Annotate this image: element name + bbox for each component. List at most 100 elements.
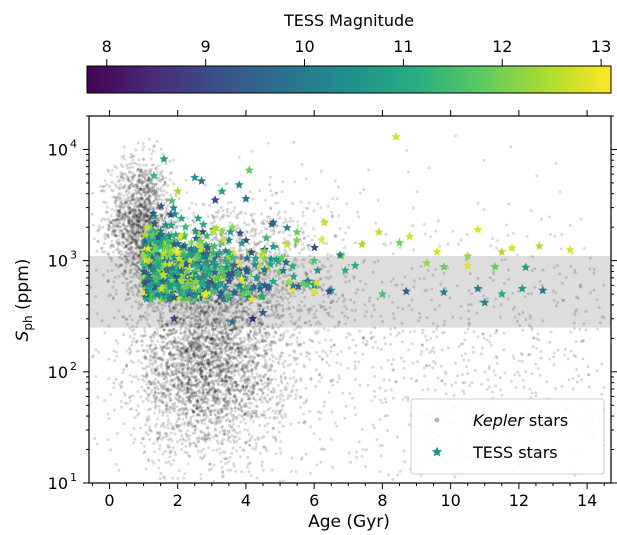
kepler-point (125, 257, 129, 261)
kepler-point (169, 422, 173, 426)
kepler-point (285, 329, 289, 333)
kepler-point (121, 281, 125, 285)
kepler-point (134, 375, 138, 379)
kepler-point (121, 240, 125, 244)
kepler-point (211, 393, 215, 397)
kepler-point (140, 203, 144, 207)
kepler-point (131, 325, 135, 329)
kepler-point (127, 218, 130, 222)
kepler-point (125, 228, 129, 232)
kepler-point (266, 430, 270, 434)
kepler-point (133, 221, 137, 225)
kepler-point (182, 392, 186, 396)
kepler-point (144, 220, 148, 224)
kepler-point (210, 421, 214, 425)
kepler-point (123, 210, 127, 214)
kepler-point (142, 216, 146, 220)
kepler-point (136, 245, 140, 249)
kepler-point (160, 214, 164, 217)
kepler-point (137, 261, 141, 265)
kepler-point (125, 202, 129, 205)
kepler-point (128, 179, 132, 183)
kepler-point (186, 462, 190, 466)
kepler-point (229, 425, 233, 429)
kepler-point (146, 210, 150, 213)
kepler-point (124, 245, 128, 248)
kepler-point (117, 468, 121, 472)
kepler-point (123, 216, 126, 220)
kepler-point (306, 234, 310, 238)
kepler-point (199, 308, 203, 312)
kepler-point (297, 331, 301, 335)
kepler-point (109, 220, 113, 224)
kepler-point (157, 176, 160, 180)
kepler-point (130, 221, 134, 225)
kepler-point (113, 231, 117, 235)
kepler-point (204, 345, 208, 349)
kepler-point (132, 257, 136, 261)
kepler-point (122, 145, 126, 149)
kepler-point (152, 145, 156, 149)
kepler-point (136, 224, 140, 228)
kepler-point (243, 344, 247, 348)
kepler-point (294, 470, 298, 474)
kepler-point (134, 235, 138, 239)
kepler-point (138, 174, 142, 177)
kepler-point (120, 263, 123, 267)
kepler-point (141, 367, 145, 370)
kepler-point (131, 286, 135, 290)
kepler-point (100, 247, 104, 251)
kepler-point (94, 348, 98, 352)
kepler-point (139, 202, 142, 206)
kepler-point (133, 437, 137, 441)
kepler-point (146, 209, 150, 213)
kepler-point (147, 216, 151, 220)
kepler-point (209, 341, 213, 345)
kepler-point (102, 200, 106, 204)
kepler-point (147, 207, 151, 211)
kepler-point (165, 343, 169, 347)
kepler-point (245, 366, 249, 370)
kepler-point (214, 414, 218, 418)
kepler-point (124, 244, 128, 248)
kepler-point (159, 472, 163, 475)
kepler-point (142, 213, 146, 217)
kepler-point (204, 184, 207, 187)
kepler-point (117, 187, 121, 191)
kepler-point (206, 320, 210, 323)
kepler-point (210, 404, 214, 408)
kepler-point (91, 191, 95, 195)
kepler-point (155, 195, 159, 199)
kepler-point (155, 365, 159, 368)
kepler-point (102, 189, 106, 193)
kepler-point (131, 255, 135, 259)
kepler-point (160, 399, 164, 403)
kepler-point (237, 320, 241, 324)
kepler-point (148, 407, 152, 411)
kepler-point (193, 424, 197, 428)
kepler-point (288, 312, 292, 316)
kepler-point (111, 218, 115, 222)
kepler-point (138, 209, 142, 213)
kepler-point (145, 212, 148, 216)
kepler-point (208, 462, 212, 466)
kepler-point (126, 166, 130, 170)
kepler-point (128, 198, 132, 202)
kepler-point (229, 406, 233, 410)
kepler-point (157, 224, 161, 228)
kepler-point (142, 145, 146, 149)
kepler-point (152, 192, 156, 196)
kepler-point (154, 198, 158, 201)
kepler-point (246, 337, 250, 341)
kepler-point (137, 201, 141, 205)
kepler-point (189, 382, 193, 386)
kepler-point (140, 170, 143, 174)
kepler-point (132, 337, 136, 341)
kepler-point (111, 224, 115, 228)
kepler-point (153, 377, 157, 381)
kepler-point (134, 244, 138, 248)
kepler-point (144, 210, 148, 214)
kepler-point (222, 381, 226, 385)
kepler-point (270, 193, 274, 197)
kepler-point (156, 379, 160, 383)
